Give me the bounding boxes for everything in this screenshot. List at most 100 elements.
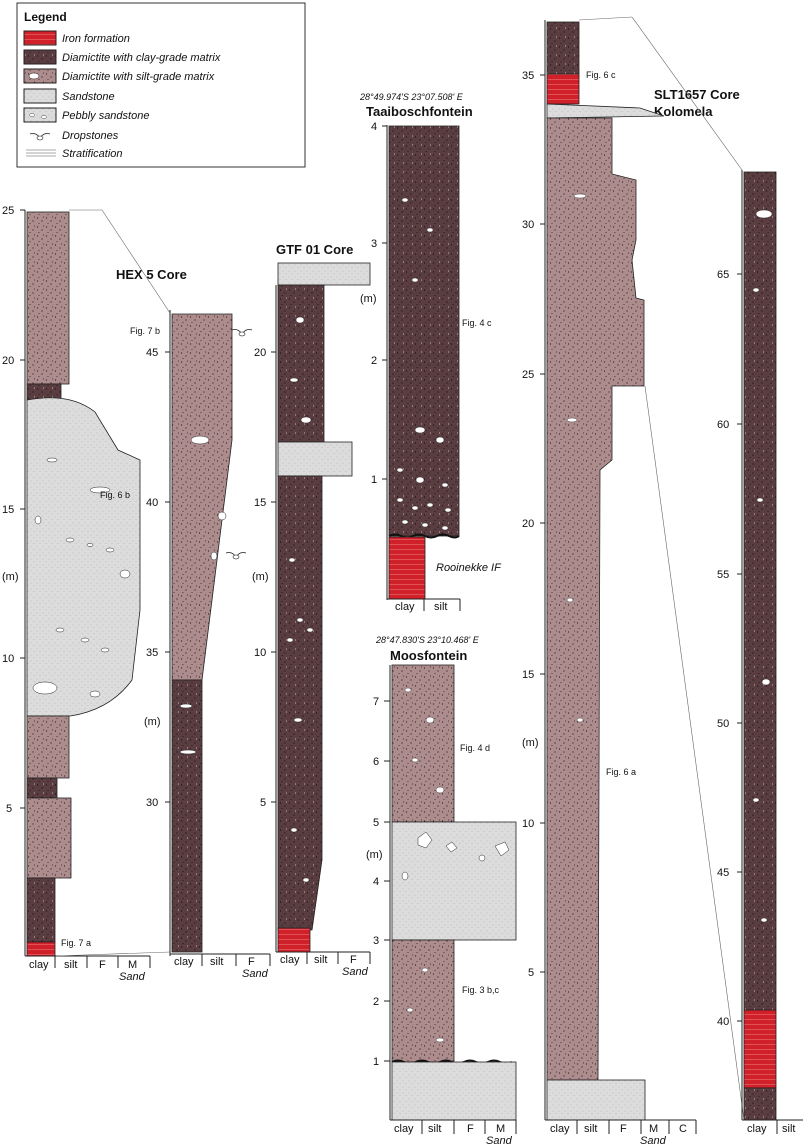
gtf01-grain-sand: Sand bbox=[342, 966, 369, 978]
hex5-grain-m: M bbox=[128, 959, 137, 971]
taai-grain-clay: clay bbox=[395, 601, 415, 613]
moos-coordinates: 28°47.830'S 23°10.468' E bbox=[375, 635, 480, 645]
legend-label-clay: Diamictite with clay-grade matrix bbox=[62, 52, 221, 64]
gtf01-clay-unit-upper bbox=[277, 284, 325, 443]
taai-clasts bbox=[396, 197, 452, 531]
hex5-upper-clasts bbox=[179, 435, 227, 755]
slt-grain-c: C bbox=[679, 1123, 687, 1135]
taai-tick-2: 2 bbox=[371, 355, 377, 367]
moos-sandstone-clasts bbox=[401, 831, 510, 881]
hex5-tick-10: 10 bbox=[2, 653, 14, 665]
hex5-grain-silt: silt bbox=[64, 959, 77, 971]
hex5-grain-size-scale: clay silt F M Sand bbox=[25, 955, 151, 983]
gtf01-tick-15: 15 bbox=[254, 497, 266, 509]
hex5-fig-7a: Fig. 7 a bbox=[61, 938, 91, 948]
gtf01-sandstone-mid bbox=[277, 441, 353, 477]
hex5-tick-20: 20 bbox=[2, 355, 14, 367]
gtf01-grain-clay: clay bbox=[280, 954, 300, 966]
taai-tick-4: 4 bbox=[371, 121, 377, 133]
gtf01-grain-f: F bbox=[350, 954, 357, 966]
slt-tick-25: 25 bbox=[522, 369, 534, 381]
hex5-core-title: HEX 5 Core bbox=[116, 267, 187, 282]
dropstone-icon bbox=[225, 552, 247, 560]
gtf01-sandstone-top bbox=[277, 262, 371, 286]
slt-grain-sand: Sand bbox=[640, 1135, 667, 1146]
hex5-clay-unit-base bbox=[26, 877, 56, 943]
moos-tick-2: 2 bbox=[373, 996, 379, 1008]
moos-grain-sand: Sand bbox=[486, 1135, 513, 1146]
slt-grain-size-scale: clay silt F M C Sand bbox=[545, 1119, 697, 1146]
taai-grain-silt: silt bbox=[434, 601, 447, 613]
hex5-clay-band-mid bbox=[26, 777, 58, 799]
moos-grain-silt: silt bbox=[428, 1123, 441, 1135]
moos-sandstone bbox=[391, 821, 517, 941]
slt-tick-50: 50 bbox=[717, 718, 729, 730]
taai-tick-3: 3 bbox=[371, 238, 377, 250]
dropstone-icon bbox=[29, 133, 51, 141]
slt-sandstone-lens bbox=[546, 103, 665, 119]
hex5-silt-unit-mid bbox=[26, 715, 70, 779]
taai-grain-size-scale: clay silt bbox=[387, 598, 461, 613]
slt-grain-silt: silt bbox=[584, 1123, 597, 1135]
slt-upper-grain-size-scale: clay silt bbox=[742, 1119, 803, 1135]
moos-grain-size-scale: clay silt F M Sand bbox=[390, 1119, 517, 1146]
clay-diamictite-swatch bbox=[23, 49, 57, 65]
taai-tick-1: 1 bbox=[371, 474, 377, 486]
gtf01-iron-formation bbox=[277, 927, 311, 953]
slt-tick-45: 45 bbox=[717, 867, 729, 879]
iron-formation-swatch bbox=[23, 30, 57, 46]
hex5-tick-45: 45 bbox=[146, 347, 158, 359]
legend-label-silt: Diamictite with silt-grade matrix bbox=[62, 71, 215, 83]
slt-tick-35: 35 bbox=[522, 70, 534, 82]
moos-silt-diamictite-upper bbox=[391, 664, 455, 823]
hex5-grain-f: F bbox=[99, 959, 106, 971]
slt-upper-clasts bbox=[752, 209, 773, 923]
moos-section-log: 28°47.830'S 23°10.468' E Moosfontein 7 6… bbox=[366, 635, 517, 1146]
slt-upper-basal-clay bbox=[743, 1087, 777, 1121]
taai-axis-unit: (m) bbox=[360, 293, 377, 305]
taai-clay-diamictite bbox=[388, 125, 460, 537]
hex5-tick-25: 25 bbox=[2, 205, 14, 217]
slt-title-line1: SLT1657 Core bbox=[654, 87, 740, 102]
moos-grain-m: M bbox=[496, 1123, 505, 1135]
legend-label-pebbly: Pebbly sandstone bbox=[62, 110, 149, 122]
slt-iron-formation-lower bbox=[743, 1009, 777, 1089]
gtf01-tick-10: 10 bbox=[254, 647, 266, 659]
slt-tick-40: 40 bbox=[717, 1016, 729, 1028]
legend-label-stratification: Stratification bbox=[62, 148, 123, 160]
legend-title: Legend bbox=[24, 10, 67, 24]
slt-fig-6a: Fig. 6 a bbox=[606, 767, 636, 777]
moos-title: Moosfontein bbox=[390, 648, 467, 663]
gtf01-core-log: GTF 01 Core 20 15 10 5 (m) clay silt bbox=[252, 242, 371, 978]
hex5-upper-grain-size-scale: clay silt F Sand bbox=[170, 953, 271, 980]
slt1657-core-log-upper: 65 60 55 50 45 40 clay silt bbox=[717, 170, 803, 1135]
slt-tick-10: 10 bbox=[522, 818, 534, 830]
slt-grain-f: F bbox=[620, 1123, 627, 1135]
gtf01-axis-unit: (m) bbox=[252, 571, 269, 583]
moos-tick-5: 5 bbox=[373, 817, 379, 829]
hex5-axis-unit: (m) bbox=[2, 571, 19, 583]
moos-clasts bbox=[404, 687, 445, 1043]
gtf01-clay-unit-lower bbox=[277, 475, 323, 931]
hex5-tick-40: 40 bbox=[146, 497, 158, 509]
moos-tick-3: 3 bbox=[373, 935, 379, 947]
moos-axis-unit: (m) bbox=[366, 849, 383, 861]
moos-fig-4d: Fig. 4 d bbox=[460, 743, 490, 753]
legend-box: Legend Iron formation Diamictite with cl… bbox=[16, 2, 306, 168]
silt-diamictite-swatch bbox=[23, 68, 57, 84]
hex5-tick-30: 30 bbox=[146, 797, 158, 809]
hex5-upper-clay-unit bbox=[171, 679, 203, 953]
taai-coordinates: 28°49.974'S 23°07.508' E bbox=[359, 92, 464, 102]
taai-section-log: 28°49.974'S 23°07.508' E Taaiboschfontei… bbox=[359, 92, 502, 613]
hex5-iron-formation bbox=[26, 941, 56, 957]
slt-grain-clay: clay bbox=[550, 1123, 570, 1135]
gtf01-core-title: GTF 01 Core bbox=[276, 242, 353, 257]
stratification-icon bbox=[26, 149, 56, 157]
moos-tick-7: 7 bbox=[373, 696, 379, 708]
taai-fig-4c: Fig. 4 c bbox=[462, 318, 492, 328]
slt-tick-55: 55 bbox=[717, 569, 729, 581]
hex5-tick-35: 35 bbox=[146, 647, 158, 659]
hex5-upper-grain-clay: clay bbox=[174, 956, 194, 968]
hex5-upper-grain-sand: Sand bbox=[242, 968, 269, 980]
hex5-pebbles bbox=[32, 457, 131, 698]
